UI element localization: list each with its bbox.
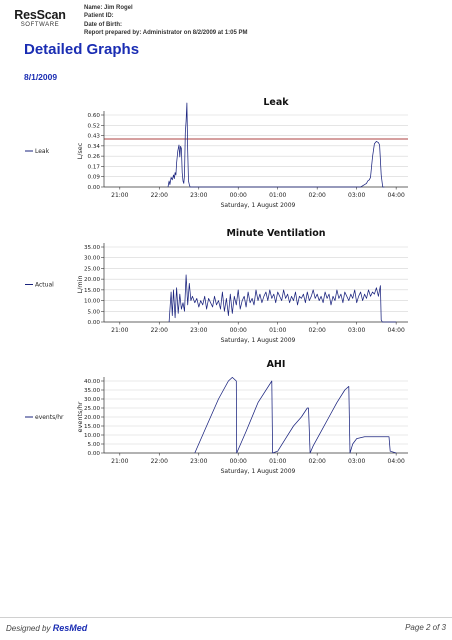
chart0-y-tick-label: 0.26: [88, 154, 101, 160]
chart2-y-tick-label: 35.00: [84, 388, 100, 394]
chart0-x-tick-label: 22:00: [151, 192, 168, 199]
chart1-y-tick-label: 10.00: [84, 299, 100, 305]
chart2-x-tick-label: 04:00: [388, 458, 405, 465]
chart2-x-tick-label: 23:00: [190, 458, 207, 465]
footer-credit: Designed by ResMed: [6, 623, 87, 633]
chart0-x-tick-label: 02:00: [309, 192, 326, 199]
chart2-y-tick-label: 25.00: [84, 406, 100, 412]
chart1-y-tick-label: 35.00: [84, 245, 100, 251]
chart2-x-tick-label: 02:00: [309, 458, 326, 465]
chart1-x-tick-label: 22:00: [151, 327, 168, 334]
chart1-y-axis-label: L/min: [76, 275, 84, 293]
chart0-y-tick-label: 0.43: [88, 134, 101, 140]
chart2-y-tick-label: 15.00: [84, 424, 100, 430]
chart1-y-tick-label: 20.00: [84, 277, 100, 283]
chart0-x-tick-label: 01:00: [269, 192, 286, 199]
patient-name: Name: Jim Rogel: [84, 5, 133, 11]
chart1-y-tick-label: 30.00: [84, 256, 100, 262]
chart0-title: Leak: [263, 97, 289, 108]
chart1-y-tick-label: 5.00: [88, 309, 101, 315]
chart1-series-line: [168, 274, 397, 323]
chart2-legend-label: events/hr: [35, 414, 64, 421]
chart1-title: Minute Ventilation: [226, 228, 325, 239]
chart0-x-tick-label: 04:00: [388, 192, 405, 199]
chart0-y-tick-label: 0.60: [88, 113, 101, 119]
chart2-y-tick-label: 40.00: [84, 379, 100, 385]
chart0-y-axis-label: L/sec: [76, 142, 84, 159]
chart2-series-line: [194, 377, 397, 454]
chart1-x-tick-label: 02:00: [309, 327, 326, 334]
chart2-y-tick-label: 0.00: [88, 451, 101, 457]
chart0-x-axis-label: Saturday, 1 August 2009: [221, 202, 296, 209]
chart2-x-tick-label: 21:00: [111, 458, 128, 465]
ahi-chart: AHI 0.00 5.00 10.00 15.00 20.00 25.00 30.00 35.0…: [25, 359, 408, 475]
chart2-x-tick-label: 03:00: [348, 458, 365, 465]
chart2-x-tick-label: 01:00: [269, 458, 286, 465]
chart1-y-tick-label: 25.00: [84, 266, 100, 272]
logo-wordmark: ResScan: [14, 8, 66, 22]
chart1-y-tick-label: 0.00: [88, 320, 101, 326]
chart0-x-tick-label: 03:00: [348, 192, 365, 199]
chart0-y-tick-label: 0.09: [88, 175, 101, 181]
designed-by-text: Designed by: [6, 624, 53, 633]
patient-info: Name: Jim Rogel Patient ID: Date of Birt…: [84, 4, 248, 37]
date-of-birth: Date of Birth:: [84, 21, 122, 28]
chart0-y-tick-label: 0.34: [88, 144, 101, 150]
chart1-y-tick-label: 15.00: [84, 288, 100, 294]
chart1-x-tick-label: 00:00: [230, 327, 247, 334]
chart1-x-tick-label: 23:00: [190, 327, 207, 334]
chart0-x-tick-label: 21:00: [111, 192, 128, 199]
report-prepared-by: Report prepared by: Administrator on 8/2…: [84, 29, 248, 36]
chart1-x-tick-label: 04:00: [388, 327, 405, 334]
chart1-legend-label: Actual: [35, 282, 54, 289]
chart2-title: AHI: [267, 359, 286, 370]
page-number: Page 2 of 3: [405, 623, 446, 632]
minute-ventilation-chart: Minute Ventilation 0.00 5.00 10.00 15.00 20.0…: [25, 228, 408, 344]
chart1-x-axis-label: Saturday, 1 August 2009: [221, 337, 296, 344]
patient-id: Patient ID:: [84, 13, 114, 20]
chart0-x-tick-label: 00:00: [230, 192, 247, 199]
report-date: 8/1/2009: [24, 72, 58, 82]
page-title: Detailed Graphs: [24, 41, 140, 58]
chart0-y-tick-label: 0.00: [88, 185, 101, 191]
chart0-x-tick-label: 23:00: [190, 192, 207, 199]
chart2-y-tick-label: 5.00: [88, 442, 101, 448]
chart1-x-tick-label: 21:00: [111, 327, 128, 334]
footer-divider: [0, 617, 452, 618]
chart2-y-axis-label: events/hr: [76, 401, 84, 432]
resscan-logo: ResScan SOFTWARE: [8, 9, 72, 29]
chart2-x-tick-label: 00:00: [230, 458, 247, 465]
chart2-y-tick-label: 10.00: [84, 433, 100, 439]
chart2-x-tick-label: 22:00: [151, 458, 168, 465]
chart0-y-tick-label: 0.17: [88, 164, 101, 170]
chart2-y-tick-label: 20.00: [84, 415, 100, 421]
logo-subtitle: SOFTWARE: [20, 22, 60, 28]
chart0-series-line: [167, 102, 385, 188]
chart0-y-tick-label: 0.52: [88, 123, 100, 129]
resmed-logo: ResMed: [52, 623, 88, 633]
leak-chart: Leak 0.00 0.09 0.17 0.26 0.34 0.43 0.52 0.60 21:0…: [25, 97, 408, 209]
chart2-x-axis-label: Saturday, 1 August 2009: [221, 468, 296, 475]
chart2-y-tick-label: 30.00: [84, 397, 100, 403]
chart1-x-tick-label: 03:00: [348, 327, 365, 334]
chart0-legend-label: Leak: [35, 148, 50, 155]
chart1-x-tick-label: 01:00: [269, 327, 286, 334]
